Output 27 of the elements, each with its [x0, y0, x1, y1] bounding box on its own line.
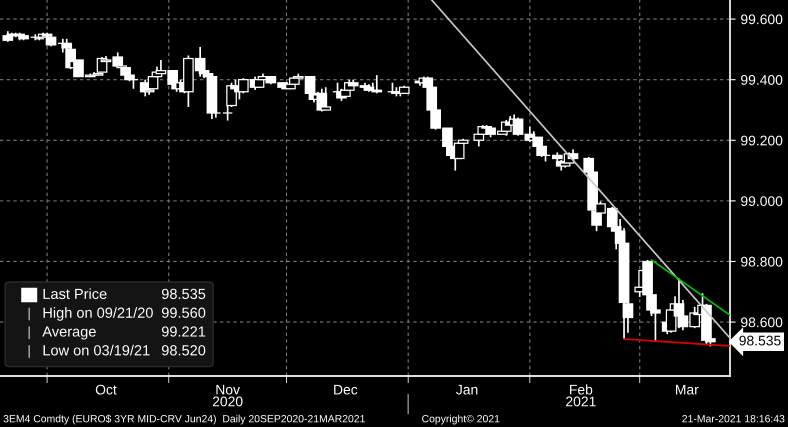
- x-tick-label: Nov: [216, 384, 240, 395]
- x-tick-label: Feb: [570, 384, 592, 395]
- x2-tick-label: 2021: [566, 396, 596, 406]
- y-tick-label: 99.200: [741, 136, 782, 146]
- y-tick-label: 99.000: [741, 196, 782, 206]
- y-tick-label: 99.400: [741, 75, 782, 85]
- x-tick-label: Mar: [676, 384, 699, 395]
- legend-label: Last Price: [44, 288, 107, 300]
- y-tick-label: 99.600: [741, 14, 782, 24]
- annotation: High on 09/21/20: [44, 307, 153, 321]
- x-tick-label: Dec: [334, 384, 358, 395]
- annotation: 99.221: [162, 326, 206, 337]
- x-tick-label: Jan: [456, 384, 478, 395]
- text: 21-Mar-2021 18:16:43: [682, 415, 784, 422]
- annotation: Average: [42, 326, 96, 340]
- y-tick-label: 98.600: [741, 317, 782, 328]
- annotation: Low on 03/19/21: [44, 344, 150, 356]
- text: 3EM4 Comdty (EURO$ 3YR MID-CRV Jun24) Daily 20SEP2020-21MAR2021: [4, 414, 365, 424]
- x2-tick-label: 2020: [212, 396, 243, 406]
- text: 98.535: [739, 336, 781, 346]
- candlestick: [320, 86, 332, 111]
- text: Copyright© 2021: [422, 414, 500, 424]
- y-tick-label: 98.800: [741, 256, 782, 267]
- x-tick-label: Oct: [96, 384, 117, 395]
- annotation: 98.520: [162, 345, 206, 356]
- annotation: 99.560: [162, 308, 206, 318]
- annotation: 98.535: [162, 288, 206, 300]
